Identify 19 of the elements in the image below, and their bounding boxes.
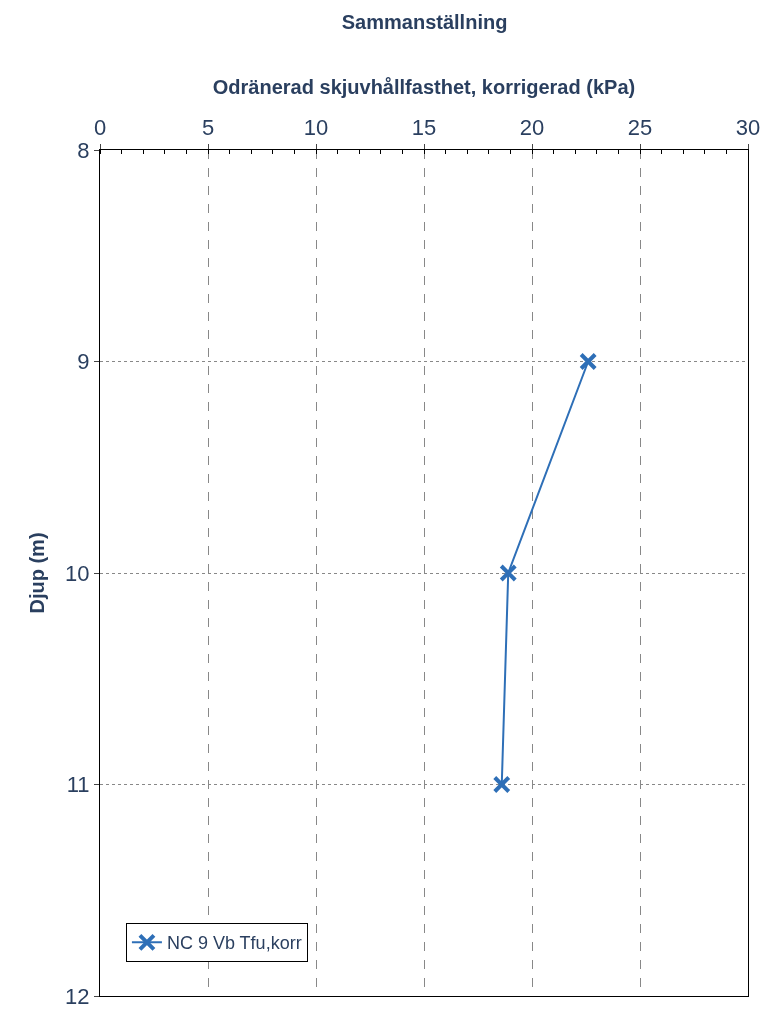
legend-label: NC 9 Vb Tfu,korr xyxy=(166,933,302,954)
y-tick-label: 10 xyxy=(65,560,90,586)
point xyxy=(579,352,598,371)
x-tick-label: 5 xyxy=(201,115,215,141)
x-tick-label: 30 xyxy=(735,115,761,141)
y-axis-title: Djup (m) xyxy=(25,532,48,614)
x-tick-label: 25 xyxy=(627,115,653,141)
x-tick-label: 10 xyxy=(303,115,329,141)
y-tick-label: 12 xyxy=(65,983,90,1009)
x-tick-label: 20 xyxy=(519,115,545,141)
x-axis-title: Odränerad skjuvhållfasthet, korrigerad (kPa) xyxy=(212,75,636,98)
y-tick-label: 11 xyxy=(66,772,90,798)
x-tick-label: 15 xyxy=(411,115,437,141)
y-tick-label: 8 xyxy=(77,137,90,163)
x-tick-label: 0 xyxy=(93,115,107,141)
y-tick-label: 9 xyxy=(77,349,90,375)
point xyxy=(492,775,511,794)
point xyxy=(499,564,518,582)
chart-title: Sammanställning xyxy=(341,11,508,34)
